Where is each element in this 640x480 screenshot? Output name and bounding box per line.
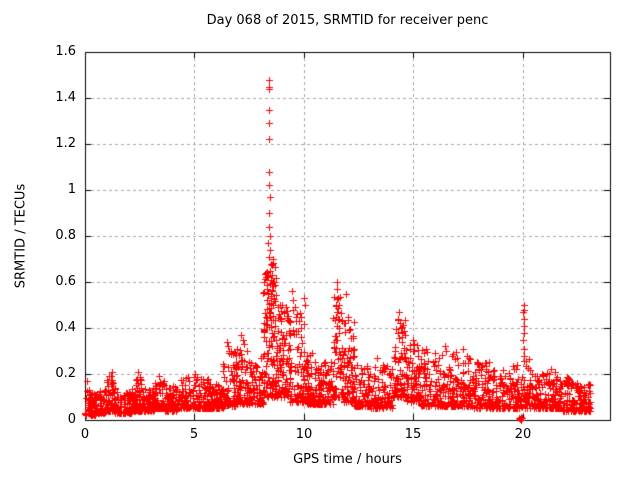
x-tick-label-10: 10 [295,427,313,442]
x-tick-label-20: 20 [514,427,532,442]
y-tick-label-1: 1 [67,182,76,197]
x-tick-label-0: 0 [80,427,90,442]
y-tick-label-0.6: 0.6 [55,274,76,289]
y-tick-label-0.2: 0.2 [55,366,76,381]
y-tick-label-0.8: 0.8 [55,228,76,243]
x-tick-label-5: 5 [189,427,199,442]
y-tick-label-1.4: 1.4 [55,90,76,105]
y-tick-label-1.6: 1.6 [55,44,76,59]
x-axis-label: GPS time / hours [293,452,402,467]
y-tick-label-0.4: 0.4 [55,320,76,335]
y-tick-label-0: 0 [67,412,76,427]
x-tick-label-15: 15 [404,427,422,442]
y-tick-label-1.2: 1.2 [55,136,76,151]
chart-title: Day 068 of 2015, SRMTID for receiver pen… [206,13,489,28]
